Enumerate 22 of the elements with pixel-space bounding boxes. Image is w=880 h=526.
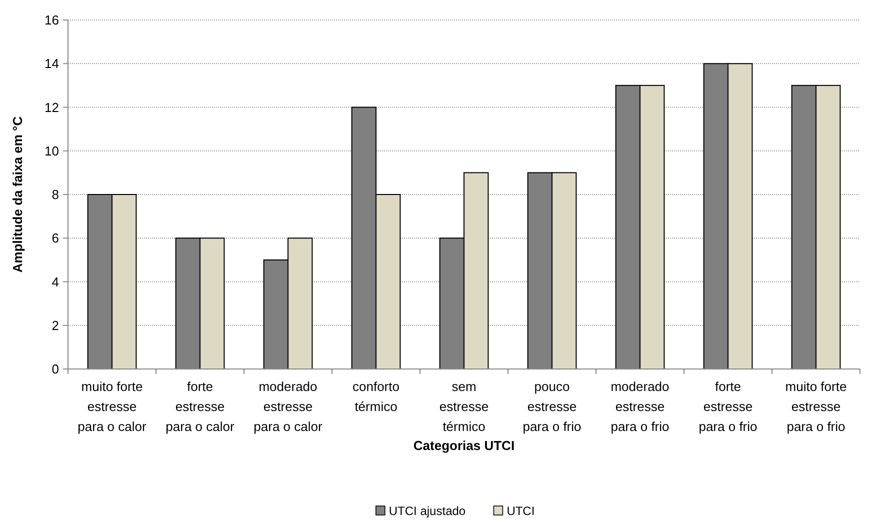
y-tick-label: 12: [44, 100, 59, 115]
x-tick-label: moderado estresse para o calor: [254, 379, 323, 434]
x-tick-label: muito forte estresse para o calor: [78, 379, 147, 434]
y-axis-title: Amplitude da faixa em °C: [10, 116, 25, 273]
x-tick-label: sem estresse térmico: [439, 379, 489, 434]
x-tick-label: conforto térmico: [352, 379, 400, 414]
y-tick-label: 2: [52, 318, 59, 333]
y-tick-label: 8: [52, 187, 59, 202]
legend-label: UTCI: [506, 504, 535, 518]
x-tick-label: pouco estresse para o frio: [522, 379, 582, 434]
x-tick-label: forte estresse para o calor: [166, 379, 235, 434]
legend-label: UTCI ajustado: [388, 504, 466, 518]
x-tick-label: muito forte estresse para o frio: [785, 379, 847, 434]
x-tick-label: moderado estresse para o frio: [610, 379, 670, 434]
y-tick-label: 0: [52, 362, 59, 377]
y-tick-label: 14: [44, 56, 59, 72]
y-tick-label: 16: [44, 12, 59, 28]
y-tick-label: 10: [44, 143, 59, 158]
y-tick-label: 6: [52, 230, 59, 246]
x-axis-title: Categorias UTCI: [413, 438, 515, 453]
x-tick-label: forte estresse para o frio: [698, 379, 758, 434]
y-tick-label: 4: [52, 274, 59, 290]
